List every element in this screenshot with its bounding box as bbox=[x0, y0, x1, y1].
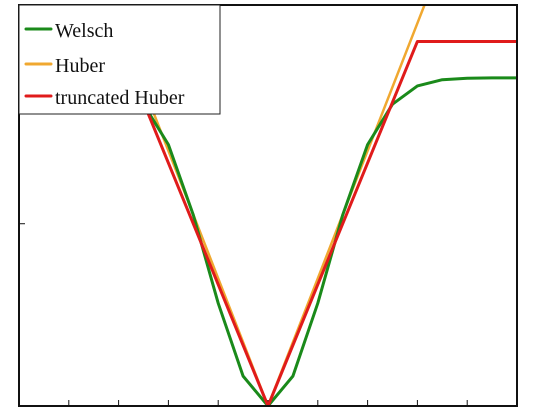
legend-box bbox=[18, 4, 221, 115]
plot-frame bbox=[18, 4, 518, 407]
legend-label-welsch: Welsch bbox=[55, 20, 113, 42]
legend: Welsch Huber truncated Huber bbox=[18, 4, 221, 115]
legend-label-truncated-huber: truncated Huber bbox=[55, 87, 185, 109]
legend-label-huber: Huber bbox=[55, 55, 105, 77]
